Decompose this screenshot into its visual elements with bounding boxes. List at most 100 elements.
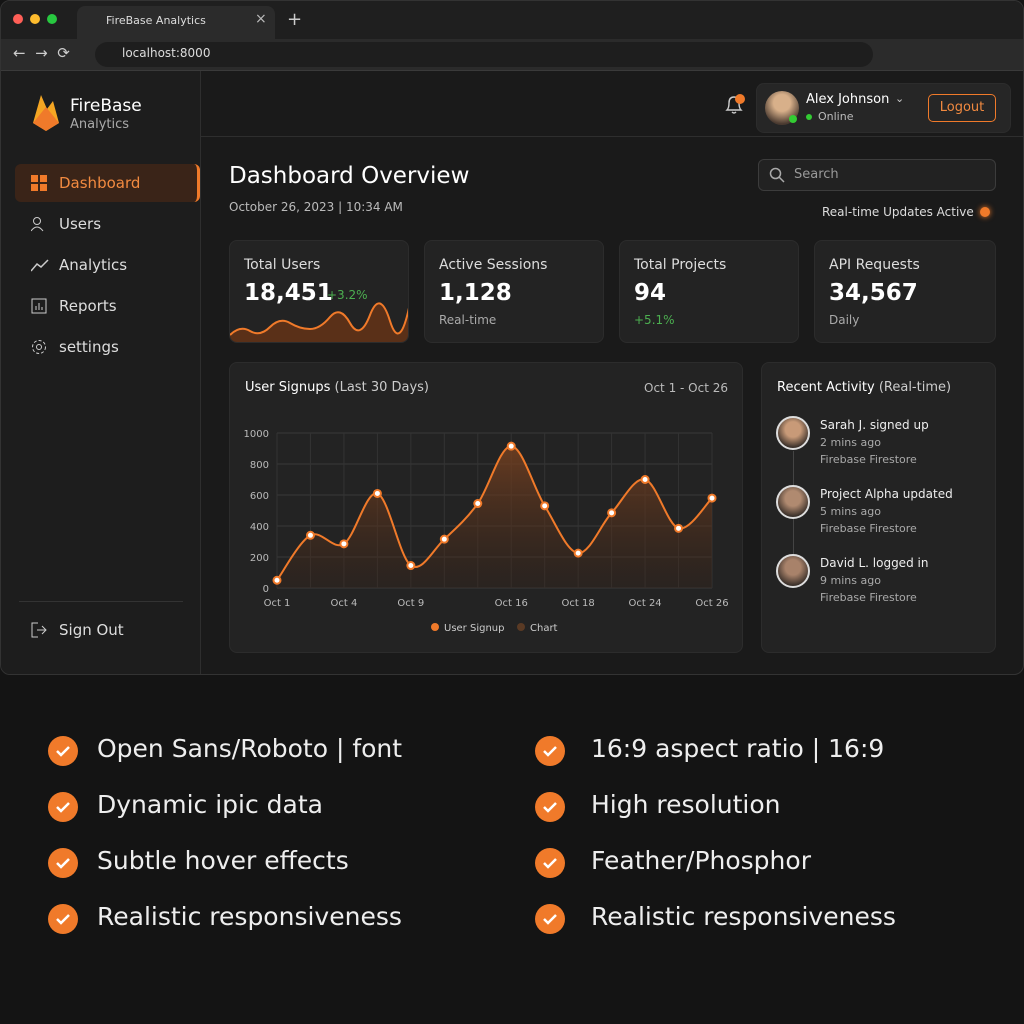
nav-label: Reports [59,297,117,315]
point [607,508,617,518]
activity-avatar [776,485,810,519]
max-dot[interactable] [47,14,57,24]
feature-icon [535,904,565,934]
topbar-divider [201,136,1023,137]
stat-note: Daily [829,313,860,327]
nav-item[interactable]: Analytics [15,246,200,284]
logout-button[interactable]: Logout [928,94,996,122]
point [540,501,550,511]
online-dot [806,114,812,120]
y-tick-label: 1000 [244,429,269,440]
new-tab[interactable]: + [287,9,303,30]
nav-label: settings [59,338,119,356]
user-name[interactable]: Alex Johnson [806,92,890,107]
chart-title-main: User Signups [245,380,331,395]
datetime: October 26, 2023 | 10:34 AM [229,200,403,214]
search-icon [769,167,785,183]
stat-card[interactable] [229,240,409,343]
legend-label: Chart [530,623,558,634]
stat-value: 18,451 [244,280,333,306]
bell[interactable] [723,93,747,117]
tab[interactable] [77,6,275,39]
stat-value: 34,567 [829,280,918,306]
legend-swatch [431,623,439,631]
activity-title-main: Recent Activity [777,380,875,395]
stat-card[interactable] [424,240,604,343]
nav-label: Users [59,215,102,233]
status: Online [818,110,854,123]
activity-time: 5 mins ago [820,505,881,518]
feature-text: Subtle hover effects [97,846,349,875]
stat-note: +3.2% [327,288,368,302]
activity-avatar [776,416,810,450]
activity-source: Firebase Firestore [820,591,917,604]
feature-text: Feather/Phosphor [591,846,811,875]
x-tick-label: Oct 9 [397,598,424,609]
nav-item[interactable]: Reports [15,287,200,325]
stat-value: 1,128 [439,280,512,306]
point [406,561,416,571]
activity-title: Project Alpha updated [820,487,953,501]
y-tick-label: 0 [263,584,269,595]
stat-note: +5.1% [634,313,675,327]
nav-label: Analytics [59,256,128,274]
search-box[interactable] [758,159,996,191]
x-tick-label: Oct 4 [331,598,358,609]
chart-title-suffix: (Last 30 Days) [334,380,430,395]
stat-card[interactable] [619,240,799,343]
stat-label: Total Users [244,257,321,273]
x-tick-label: Oct 16 [495,598,528,609]
nav-item[interactable]: Dashboard [15,164,200,202]
stat-card[interactable] [814,240,996,343]
stat-value: 94 [634,280,667,306]
legend-label: User Signup [444,623,504,634]
sign-out[interactable]: Sign Out [15,611,200,649]
feature-text: Realistic responsiveness [97,902,402,931]
point [473,499,483,509]
activity-source: Firebase Firestore [820,522,917,535]
page-title: Dashboard Overview [229,163,470,189]
point [640,475,650,484]
nav-item[interactable]: Users [15,205,200,243]
feature-icon [48,848,78,878]
stat-note: Real-time [439,313,497,327]
x-tick-label: Oct 26 [695,598,728,609]
activity-title-suffix: (Real-time) [878,380,952,395]
nav-buttons[interactable]: ← → ⟳ [13,44,70,62]
feature-text: Dynamic ipic data [97,790,323,819]
feature-text: Open Sans/Roboto | font [97,734,403,763]
search-placeholder: Search [794,167,839,182]
nav-label: Dashboard [59,174,141,192]
point [305,530,315,540]
sidebar [1,71,201,674]
stat-label: Active Sessions [439,257,548,273]
point [339,539,349,549]
activity-title: David L. logged in [820,556,929,570]
feature-icon [48,736,78,766]
legend-swatch [517,623,525,631]
url: localhost:8000 [122,46,211,60]
feature-icon [535,848,565,878]
activity-source: Firebase Firestore [820,453,917,466]
chart: 0 200 400 600 800 1000 Oct 1 Oct 4 Oct 9 Oct 16 Oc… [244,429,729,634]
point [573,548,583,558]
feature-icon [48,904,78,934]
tab-title: FireBase Analytics [106,14,206,27]
nav-item[interactable]: settings [15,328,200,366]
x-tick-label: Oct 18 [562,598,595,609]
brand-sub: Analytics [70,117,130,132]
point [707,493,717,503]
point [372,488,382,498]
point [674,523,684,533]
browser-window: FireBase Analytics × + ← → ⟳ localhost:8… [0,0,1024,675]
close-dot[interactable] [13,14,23,24]
chart-title: User Signups (Last 30 Days) [245,380,429,395]
tab-close[interactable]: × [255,11,267,27]
y-tick-label: 400 [250,522,269,533]
realtime-label: Real-time Updates Active [822,205,974,219]
brand: FireBase [70,96,142,116]
min-dot[interactable] [30,14,40,24]
point [272,575,282,585]
address-bar[interactable] [95,42,873,67]
dropdown-caret[interactable]: ⌄ [895,92,905,105]
